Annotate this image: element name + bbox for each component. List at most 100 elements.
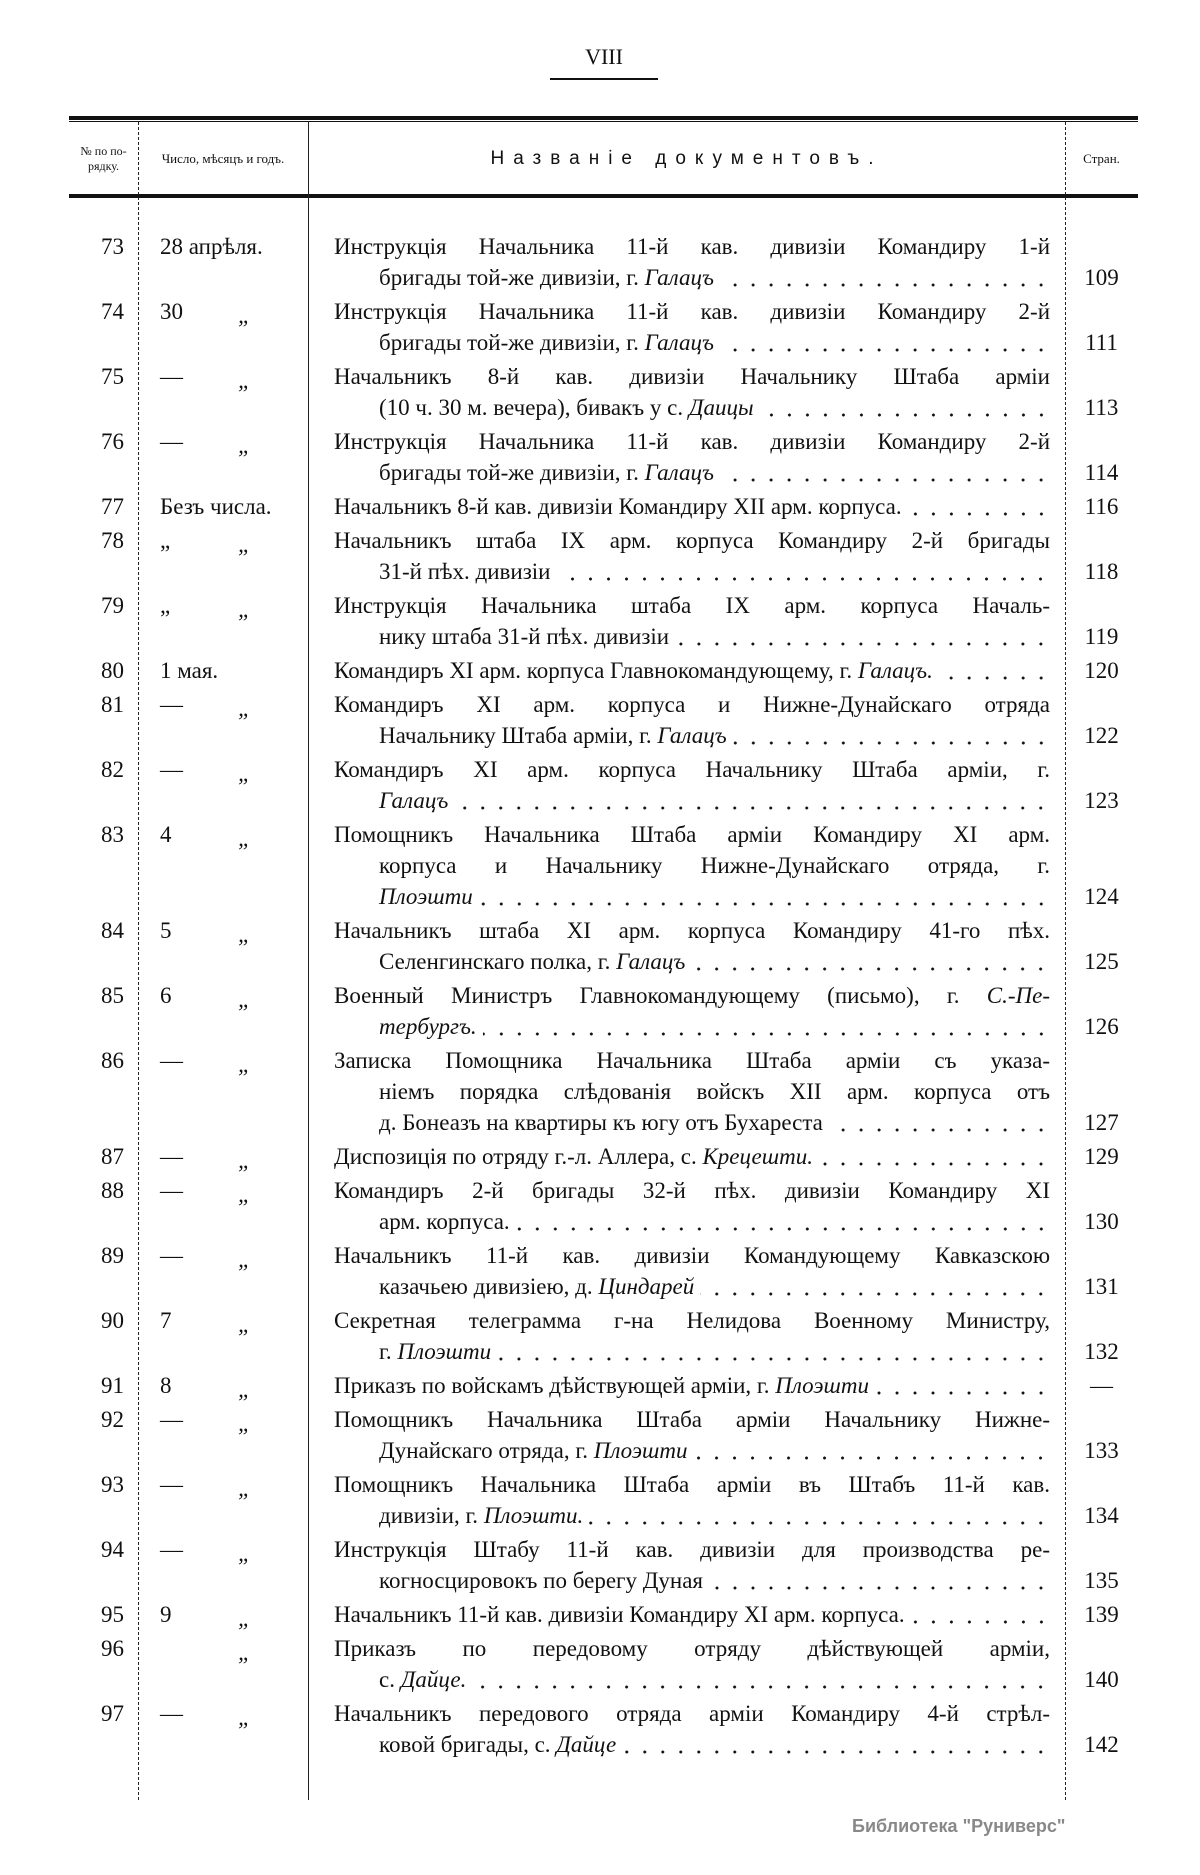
entry-day: —	[160, 1407, 183, 1432]
ditto-mark: „	[238, 1182, 251, 1207]
title-text: нику штаба 31-й пѣх. дивизіи	[379, 624, 670, 649]
entry-date: — „	[138, 689, 308, 751]
title-text: Командиръ XI арм. корпуса и Нижне-Дунайс…	[334, 692, 1050, 717]
title-line: д. Бонеазъ на квартиры къ югу отъ Бухаре…	[334, 1107, 1050, 1138]
entry-day: —	[160, 1144, 183, 1169]
title-line: Командиръ XI арм. корпуса Главнокомандую…	[334, 655, 1050, 686]
place-name: Галацъ	[616, 949, 686, 974]
header-title: Названіе документовъ.	[490, 148, 883, 169]
entry-date: — „	[138, 361, 308, 423]
entry-date: — „	[138, 1404, 308, 1466]
title-text: Командиръ XI арм. корпуса Главнокомандую…	[334, 658, 858, 683]
entry-number: 93	[101, 1472, 124, 1497]
entry-title: Инструкція Начальника 11-й кав. дивизіи …	[308, 231, 1065, 293]
title-text: Начальникъ штаба IX арм. корпуса Команди…	[334, 528, 1050, 553]
entry-day: 4	[160, 822, 172, 847]
entry-date: 7 „	[138, 1305, 308, 1367]
title-line: с. Дайце.	[334, 1664, 1050, 1695]
header-page: Стран.	[1083, 151, 1120, 166]
entry-title: Инструкція Начальника 11-й кав. дивизіи …	[308, 296, 1065, 358]
entry-title: Начальникъ 11-й кав. дивизіи Командиру X…	[308, 1599, 1065, 1630]
table-row: 89— „ Начальникъ 11-й кав. дивизіи Команду…	[69, 1240, 1138, 1305]
place-name: Галацъ	[644, 330, 714, 355]
title-line: Начальникъ штаба XI арм. корпуса Команди…	[334, 915, 1050, 946]
ditto-mark: „	[238, 1411, 251, 1436]
title-text: Начальнику Штаба арміи, г.	[379, 723, 658, 748]
entry-title: Командиръ 2-й бригады 32-й пѣх. дивизіи …	[308, 1175, 1065, 1237]
title-text: Командиръ 2-й бригады 32-й пѣх. дивизіи …	[334, 1178, 1050, 1203]
table-row: 80 1 мая. Командиръ XI арм. корпуса Главно…	[69, 655, 1138, 689]
table-row: 81 — „ Командиръ XI арм. корпуса и Нижне-Ду…	[69, 689, 1138, 754]
ditto-mark: „	[238, 1705, 251, 1730]
entry-page: 140	[1084, 1667, 1119, 1692]
ditto-mark: „	[238, 1377, 251, 1402]
entry-day: —	[160, 1537, 183, 1562]
entry-title: Военный Министръ Главнокомандующему (пис…	[308, 980, 1065, 1042]
dot-leader	[478, 881, 1050, 912]
dot-leader	[693, 1435, 1050, 1466]
dot-leader	[691, 946, 1050, 977]
table-row: 92— „ Помощникъ Начальника Штаба арміи Нач…	[69, 1404, 1138, 1469]
title-text: Секретная телеграмма г-на Нелидова Военн…	[334, 1308, 1050, 1333]
column-divider-date	[308, 122, 309, 1800]
dot-leader	[515, 1206, 1050, 1237]
title-line: (10 ч. 30 м. вечера), бивакъ у с. Даицы	[334, 392, 1050, 423]
entry-title: Начальникъ 11-й кав. дивизіи Командующем…	[308, 1240, 1065, 1302]
entry-date: 4 „	[138, 819, 308, 912]
entry-title: Инструкція Начальника 11-й кав. дивизіи …	[308, 426, 1065, 488]
title-text: Начальникъ 11-й кав. дивизіи Командующем…	[334, 1243, 1050, 1268]
table-row: 83 4 „ Помощникъ Начальника Штаба арміи Ком…	[69, 819, 1138, 915]
place-name: Галацъ	[644, 460, 714, 485]
dot-leader	[938, 655, 1050, 686]
entry-page: 124	[1084, 884, 1119, 909]
title-text: Инструкція Штабу 11-й кав. дивизіи для п…	[334, 1537, 1050, 1562]
entry-number: 79	[101, 593, 124, 618]
entry-day: 8	[160, 1373, 172, 1398]
entry-date: „ „	[138, 525, 308, 587]
dot-leader	[759, 392, 1050, 423]
entry-page: 122	[1084, 723, 1119, 748]
entry-date: — „	[138, 1240, 308, 1302]
title-text: казачьею дивизіею, д.	[379, 1274, 599, 1299]
entry-day: 30	[160, 299, 183, 324]
entry-page: 130	[1084, 1209, 1119, 1234]
table-row: 75— „ Начальникъ 8-й кав. дивизіи Начальни…	[69, 361, 1138, 426]
title-line: Начальникъ 8-й кав. дивизіи Командиру XI…	[334, 491, 1050, 522]
title-line: Начальникъ 8-й кав. дивизіи Начальнику Ш…	[334, 361, 1050, 392]
ditto-mark: „	[238, 1052, 251, 1077]
title-line: Командиръ 2-й бригады 32-й пѣх. дивизіи …	[334, 1175, 1050, 1206]
entry-page: 139	[1084, 1602, 1119, 1627]
entry-page: 129	[1084, 1144, 1119, 1169]
entry-title: Начальникъ штаба IX арм. корпуса Команди…	[308, 525, 1065, 587]
entry-title: Командиръ XI арм. корпуса Главнокомандую…	[308, 655, 1065, 686]
title-line: Помощникъ Начальника Штаба арміи Команди…	[334, 819, 1050, 850]
table-row: 77 Безъ числа. Начальникъ 8-й кав. дивизіи…	[69, 491, 1138, 525]
title-line: Инструкція Начальника 11-й кав. дивизіи …	[334, 231, 1050, 262]
title-text: Командиръ XI арм. корпуса Начальнику Шта…	[334, 757, 1050, 782]
entry-page: 131	[1084, 1274, 1119, 1299]
ditto-mark: „	[238, 597, 251, 622]
title-text: Приказъ по передовому отряду дѣйствующей…	[334, 1636, 1050, 1661]
title-text: (10 ч. 30 м. вечера), бивакъ у с.	[379, 395, 689, 420]
title-line: Инструкція Начальника 11-й кав. дивизіи …	[334, 426, 1050, 457]
ditto-mark: „	[238, 1606, 251, 1631]
entry-day: —	[160, 364, 183, 389]
entry-title: Секретная телеграмма г-на Нелидова Военн…	[308, 1305, 1065, 1367]
dot-leader	[719, 457, 1050, 488]
dot-leader	[828, 1107, 1050, 1138]
ditto-mark: „	[238, 433, 251, 458]
entry-title: Инструкція Начальника штаба IX арм. корп…	[308, 590, 1065, 652]
title-text: с.	[379, 1667, 401, 1692]
ditto-mark: „	[238, 303, 251, 328]
title-text: Помощникъ Начальника Штаба арміи въ Штаб…	[334, 1472, 1050, 1497]
place-name: Даицы	[688, 395, 754, 420]
entry-number: 92	[101, 1407, 124, 1432]
entry-title: Приказъ по войскамъ дѣйствующей арміи, г…	[308, 1370, 1065, 1401]
title-line: Плоэшти	[334, 881, 1050, 912]
table-row: 78 „ „ Начальникъ штаба IX арм. корпуса Ком…	[69, 525, 1138, 590]
entry-number: 81	[101, 692, 124, 717]
entry-date: 6 „	[138, 980, 308, 1042]
place-name: Галацъ.	[857, 658, 933, 683]
entry-date: — „	[138, 1698, 308, 1760]
place-name: Галацъ	[644, 265, 714, 290]
